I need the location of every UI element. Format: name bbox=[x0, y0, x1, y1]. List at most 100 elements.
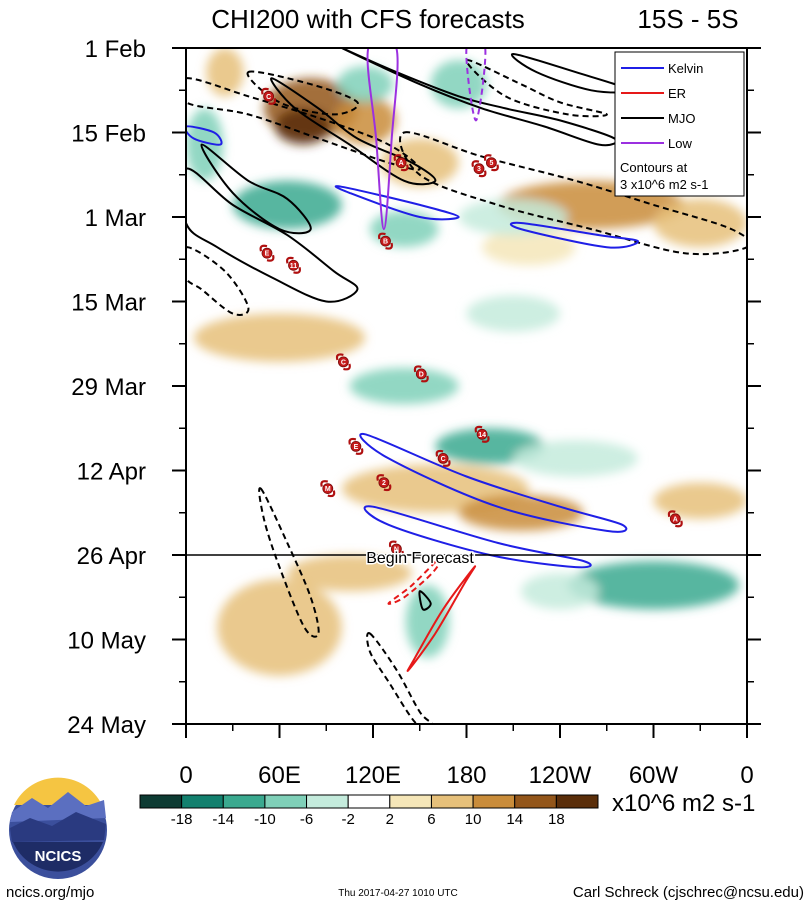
ncics-logo: NCICS bbox=[9, 777, 107, 879]
colorbar-swatch-2 bbox=[222, 794, 266, 809]
mjo-contour-11 bbox=[258, 487, 320, 638]
colorbar-swatch-0 bbox=[139, 794, 183, 809]
anomaly-patch-25 bbox=[217, 579, 342, 676]
kelvin-contour-17 bbox=[359, 432, 628, 533]
x-tick-label-0: 0 bbox=[179, 762, 192, 789]
anomaly-patch-2 bbox=[274, 108, 331, 145]
storm-label-3: 5 bbox=[489, 160, 493, 167]
mjo-contour-9 bbox=[465, 59, 608, 118]
colorbar-swatch-7 bbox=[430, 794, 474, 809]
kelvin-contour-14 bbox=[186, 125, 223, 146]
mjo-contour-12 bbox=[366, 632, 434, 724]
colorbar-tick-9: 18 bbox=[548, 811, 565, 828]
x-tick-label-3: 180 bbox=[446, 762, 486, 789]
y-tick-label-7: 10 May bbox=[67, 628, 146, 655]
storm-label-4: B bbox=[383, 239, 388, 246]
forecast-start-label: Begin Forecast bbox=[366, 550, 474, 567]
storm-label-9: 14 bbox=[478, 432, 486, 439]
storm-label-13: 2 bbox=[382, 480, 386, 487]
anomaly-patch-19 bbox=[513, 440, 638, 477]
y-tick-label-5: 12 Apr bbox=[77, 459, 146, 486]
mjo-contour-8 bbox=[399, 131, 747, 256]
kelvin-contour-18 bbox=[363, 505, 592, 569]
storm-marker-14: A bbox=[667, 510, 683, 528]
mjo-contour-13 bbox=[418, 590, 432, 611]
storm-marker-layer: C A 3 5 B E 11 C D 14 E C M 2 A N bbox=[259, 87, 683, 558]
storm-label-2: 3 bbox=[477, 166, 481, 173]
colorbar-tick-2: -10 bbox=[254, 811, 276, 828]
colorbar-swatch-10 bbox=[555, 794, 599, 809]
legend-contour-note-line2: 3 x10^6 m2 s-1 bbox=[620, 177, 708, 192]
colorbar-tick-5: 2 bbox=[386, 811, 394, 828]
legend-label-kelvin: Kelvin bbox=[668, 61, 703, 76]
anomaly-patch-8 bbox=[337, 66, 394, 103]
chart-title: CHI200 with CFS forecasts bbox=[211, 4, 525, 34]
storm-marker-2: 3 bbox=[471, 160, 487, 178]
storm-label-12: M bbox=[325, 486, 331, 493]
colorbar-swatch-5 bbox=[347, 794, 391, 809]
storm-marker-7: C bbox=[335, 353, 351, 371]
x-tick-label-2: 120E bbox=[345, 762, 401, 789]
storm-marker-12: M bbox=[320, 480, 336, 498]
storm-marker-8: D bbox=[413, 365, 429, 383]
x-tick-label-6: 0 bbox=[740, 762, 753, 789]
y-tick-label-8: 24 May bbox=[67, 712, 146, 739]
storm-label-6: 11 bbox=[290, 263, 298, 270]
colorbar-swatch-8 bbox=[472, 794, 516, 809]
legend-label-low: Low bbox=[668, 136, 692, 151]
mjo-contour-7 bbox=[246, 70, 360, 116]
legend: Kelvin ER MJO Low Contours at 3 x10^6 m2 s-… bbox=[614, 51, 745, 197]
storm-label-5: E bbox=[265, 251, 270, 258]
axes: 0 60E 120E 180 120W 60W 0 1 Feb 15 Feb 1 Mar 15 Ma… bbox=[67, 36, 761, 789]
contour-layer bbox=[186, 48, 747, 724]
y-tick-label-1: 15 Feb bbox=[71, 121, 146, 148]
colorbar-tick-4: -2 bbox=[342, 811, 355, 828]
colorbar-unit: x10^6 m2 s-1 bbox=[612, 790, 755, 817]
anomaly-patch-26 bbox=[405, 585, 450, 658]
legend-contour-note-line1: Contours at bbox=[620, 160, 688, 175]
colorbar-swatch-1 bbox=[181, 794, 224, 809]
anomaly-patch-4 bbox=[380, 138, 459, 187]
colorbar-tick-0: -18 bbox=[171, 811, 193, 828]
anomaly-patch-14 bbox=[458, 198, 568, 236]
storm-marker-9: 14 bbox=[474, 425, 490, 443]
kelvin-contour-15 bbox=[334, 185, 460, 221]
low-contour-21 bbox=[366, 48, 399, 231]
colorbar-tick-1: -14 bbox=[212, 811, 234, 828]
y-tick-label-3: 15 Mar bbox=[71, 290, 146, 317]
anomaly-patch-22 bbox=[653, 482, 747, 519]
x-tick-label-1: 60E bbox=[258, 762, 301, 789]
colorbar-swatch-3 bbox=[264, 794, 308, 809]
colorbar-tick-7: 10 bbox=[465, 811, 482, 828]
y-tick-label-6: 26 Apr bbox=[77, 543, 146, 570]
storm-label-15: N bbox=[394, 547, 399, 554]
storm-label-8: D bbox=[419, 371, 424, 378]
x-tick-label-4: 120W bbox=[529, 762, 592, 789]
mjo-contour-2 bbox=[270, 77, 437, 186]
colorbar: -18 -14 -10 -6 -2 2 6 10 14 18 bbox=[139, 794, 599, 828]
storm-marker-10: E bbox=[348, 437, 364, 455]
kelvin-contour-16 bbox=[509, 221, 639, 249]
anomaly-patch-24 bbox=[287, 555, 412, 592]
storm-marker-15: N bbox=[388, 540, 404, 558]
y-tick-label-4: 29 Mar bbox=[71, 374, 146, 401]
anomaly-patch-16 bbox=[466, 295, 560, 332]
colorbar-swatch-6 bbox=[389, 794, 432, 809]
anomaly-patch-0 bbox=[206, 48, 244, 97]
x-tick-label-5: 60W bbox=[629, 762, 679, 789]
colorbar-tick-6: 6 bbox=[427, 811, 435, 828]
mjo-contour-1 bbox=[200, 143, 312, 235]
colorbar-tick-3: -6 bbox=[300, 811, 313, 828]
anomaly-patch-17 bbox=[349, 367, 459, 405]
anomaly-patch-27 bbox=[521, 573, 599, 610]
er-contour-20 bbox=[387, 553, 445, 605]
colorbar-swatch-4 bbox=[306, 794, 349, 809]
storm-marker-1: A bbox=[393, 154, 409, 172]
storm-marker-3: 5 bbox=[483, 154, 499, 172]
mjo-contour-0 bbox=[186, 167, 359, 303]
logo-text: NCICS bbox=[35, 848, 82, 865]
storm-label-0: C bbox=[266, 94, 271, 101]
storm-label-10: E bbox=[354, 444, 359, 451]
anomaly-patch-9 bbox=[430, 60, 487, 109]
